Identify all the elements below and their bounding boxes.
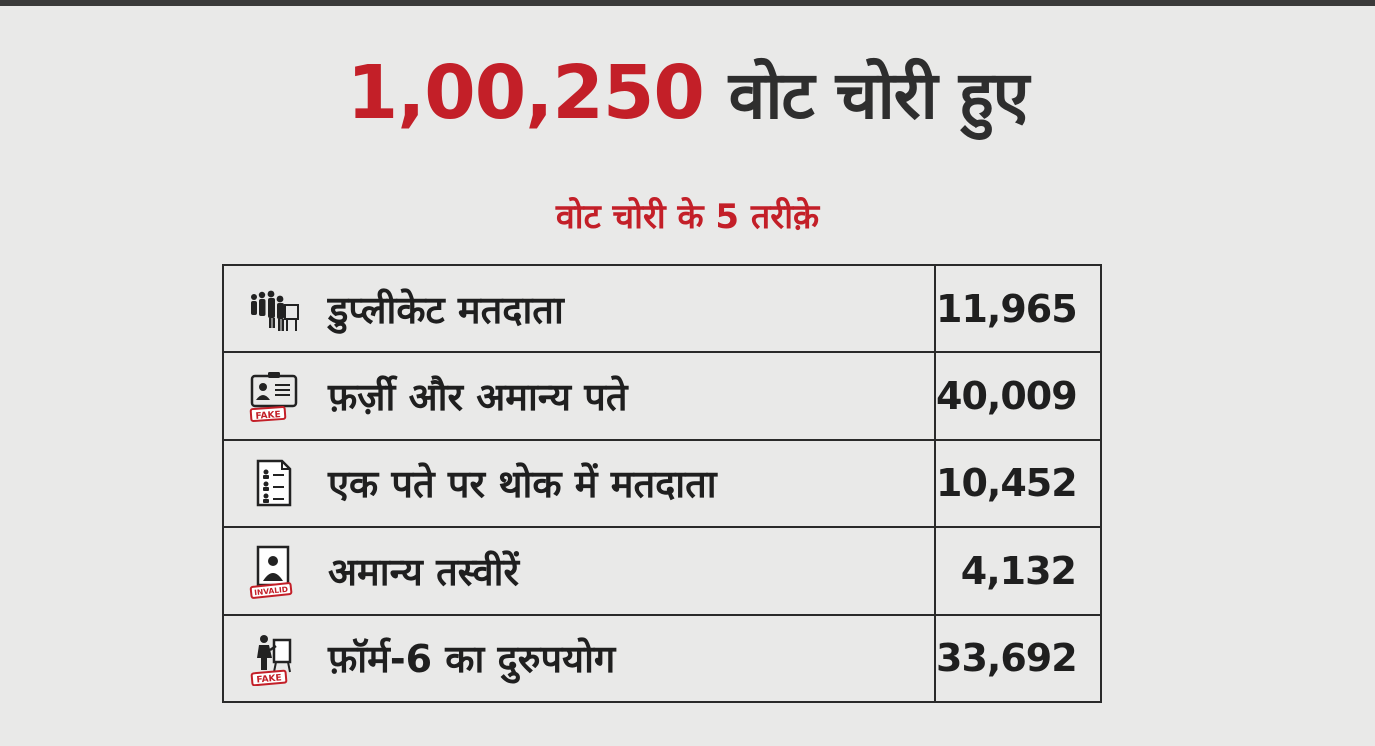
row-label: अमान्य तस्वीरें — [328, 549, 520, 594]
people-queue-voting-icon — [246, 281, 302, 337]
table-row: INVALID अमान्य तस्वीरें 4,132 — [222, 526, 1102, 616]
row-value: 11,965 — [936, 286, 1078, 331]
label-cell: INVALID अमान्य तस्वीरें — [222, 526, 936, 616]
label-cell: FAKE फ़ॉर्म-6 का दुरुपयोग — [222, 613, 936, 704]
row-label: फ़र्ज़ी और अमान्य पते — [328, 375, 628, 420]
value-cell: 33,692 — [934, 613, 1102, 704]
row-value: 40,009 — [936, 374, 1078, 419]
fake-id-card-icon: FAKE — [246, 368, 302, 424]
row-value: 10,452 — [936, 461, 1078, 506]
fake-stamp: FAKE — [255, 410, 281, 422]
voter-list-document-icon — [246, 455, 302, 511]
invalid-photo-icon: INVALID — [246, 543, 302, 599]
headline-text: वोट चोरी हुए — [728, 57, 1030, 134]
value-cell: 4,132 — [934, 526, 1102, 616]
label-cell: एक पते पर थोक में मतदाता — [222, 438, 936, 529]
table-row: FAKE फ़ॉर्म-6 का दुरुपयोग 33,692 — [222, 613, 1102, 704]
row-value: 4,132 — [960, 548, 1077, 593]
top-border-bar — [0, 0, 1375, 6]
label-cell: डुप्लीकेट मतदाता — [222, 263, 936, 354]
fake-stamp: FAKE — [256, 674, 282, 686]
row-value: 33,692 — [936, 636, 1078, 681]
table-row: FAKE फ़र्ज़ी और अमान्य पते 40,009 — [222, 351, 1102, 441]
value-cell: 11,965 — [934, 263, 1102, 354]
row-label: एक पते पर थोक में मतदाता — [328, 462, 717, 507]
table-row: डुप्लीकेट मतदाता 11,965 — [222, 263, 1102, 354]
vote-theft-table: डुप्लीकेट मतदाता 11,965 — [222, 263, 1102, 704]
invalid-stamp: INVALID — [254, 585, 289, 598]
label-cell: FAKE फ़र्ज़ी और अमान्य पते — [222, 351, 936, 441]
value-cell: 10,452 — [934, 438, 1102, 529]
row-label: फ़ॉर्म-6 का दुरुपयोग — [328, 637, 616, 682]
row-label: डुप्लीकेट मतदाता — [328, 287, 564, 332]
value-cell: 40,009 — [934, 351, 1102, 441]
headline: 1,00,250 वोट चोरी हुए — [0, 48, 1375, 138]
fake-form-icon: FAKE — [246, 630, 302, 687]
subtitle: वोट चोरी के 5 तरीक़े — [555, 197, 820, 237]
table-row: एक पते पर थोक में मतदाता 10,452 — [222, 438, 1102, 529]
headline-number: 1,00,250 — [346, 50, 705, 136]
